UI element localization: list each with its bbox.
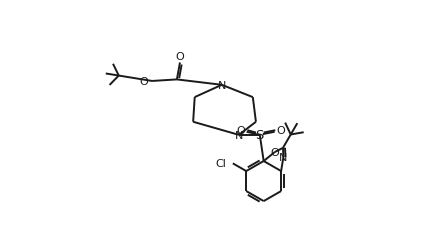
Text: N: N — [279, 152, 288, 163]
Text: N: N — [235, 130, 243, 140]
Text: O: O — [176, 51, 184, 61]
Text: O: O — [270, 147, 279, 158]
Text: Cl: Cl — [216, 159, 227, 169]
Text: O: O — [140, 77, 148, 87]
Text: O: O — [237, 126, 246, 136]
Text: O: O — [276, 126, 285, 136]
Text: S: S — [255, 129, 264, 142]
Text: N: N — [218, 80, 226, 90]
